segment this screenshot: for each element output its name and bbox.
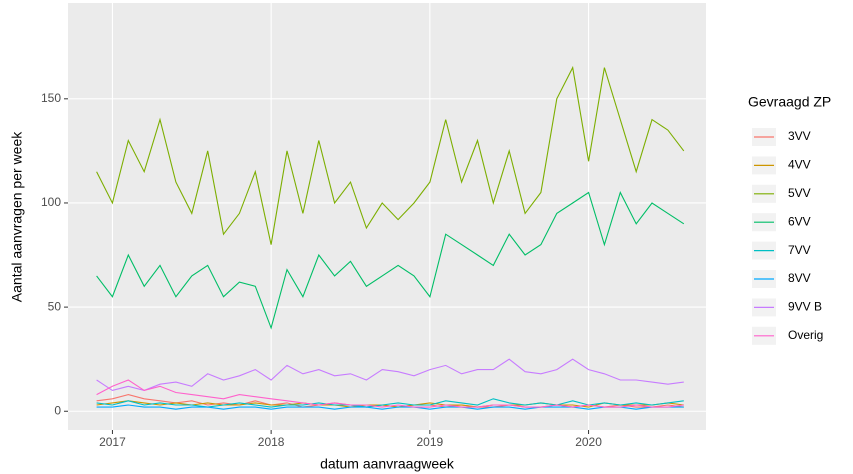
x-tick-label: 2017 <box>99 435 126 449</box>
y-tick-label: 100 <box>41 195 61 209</box>
legend-title: Gevraagd ZP <box>748 94 831 110</box>
series-line <box>96 358 684 391</box>
series-line <box>96 404 684 410</box>
y-tick-label: 150 <box>41 91 61 105</box>
x-axis-title: datum aanvraagweek <box>320 456 455 472</box>
legend-label: 8VV <box>788 271 811 285</box>
legend-label: 5VV <box>788 186 811 200</box>
legend-label: Overig <box>788 328 823 342</box>
panel-background <box>68 3 706 430</box>
plot-area <box>68 3 706 430</box>
legend-label: 3VV <box>788 129 811 143</box>
legend-label: 4VV <box>788 158 811 172</box>
series-line <box>96 379 684 408</box>
legend-label: 6VV <box>788 214 811 228</box>
x-tick-label: 2019 <box>416 435 443 449</box>
series-line <box>96 398 684 408</box>
x-tick-label: 2018 <box>258 435 285 449</box>
y-tick-label: 0 <box>54 403 61 417</box>
y-axis-title: Aantal aanvragen per week <box>9 131 25 302</box>
series-line <box>96 191 685 330</box>
series-line <box>96 65 685 245</box>
legend-label: 9VV B <box>788 300 822 314</box>
x-tick-label: 2020 <box>575 435 602 449</box>
legend-label: 7VV <box>788 243 811 257</box>
y-tick-label: 50 <box>48 299 62 313</box>
